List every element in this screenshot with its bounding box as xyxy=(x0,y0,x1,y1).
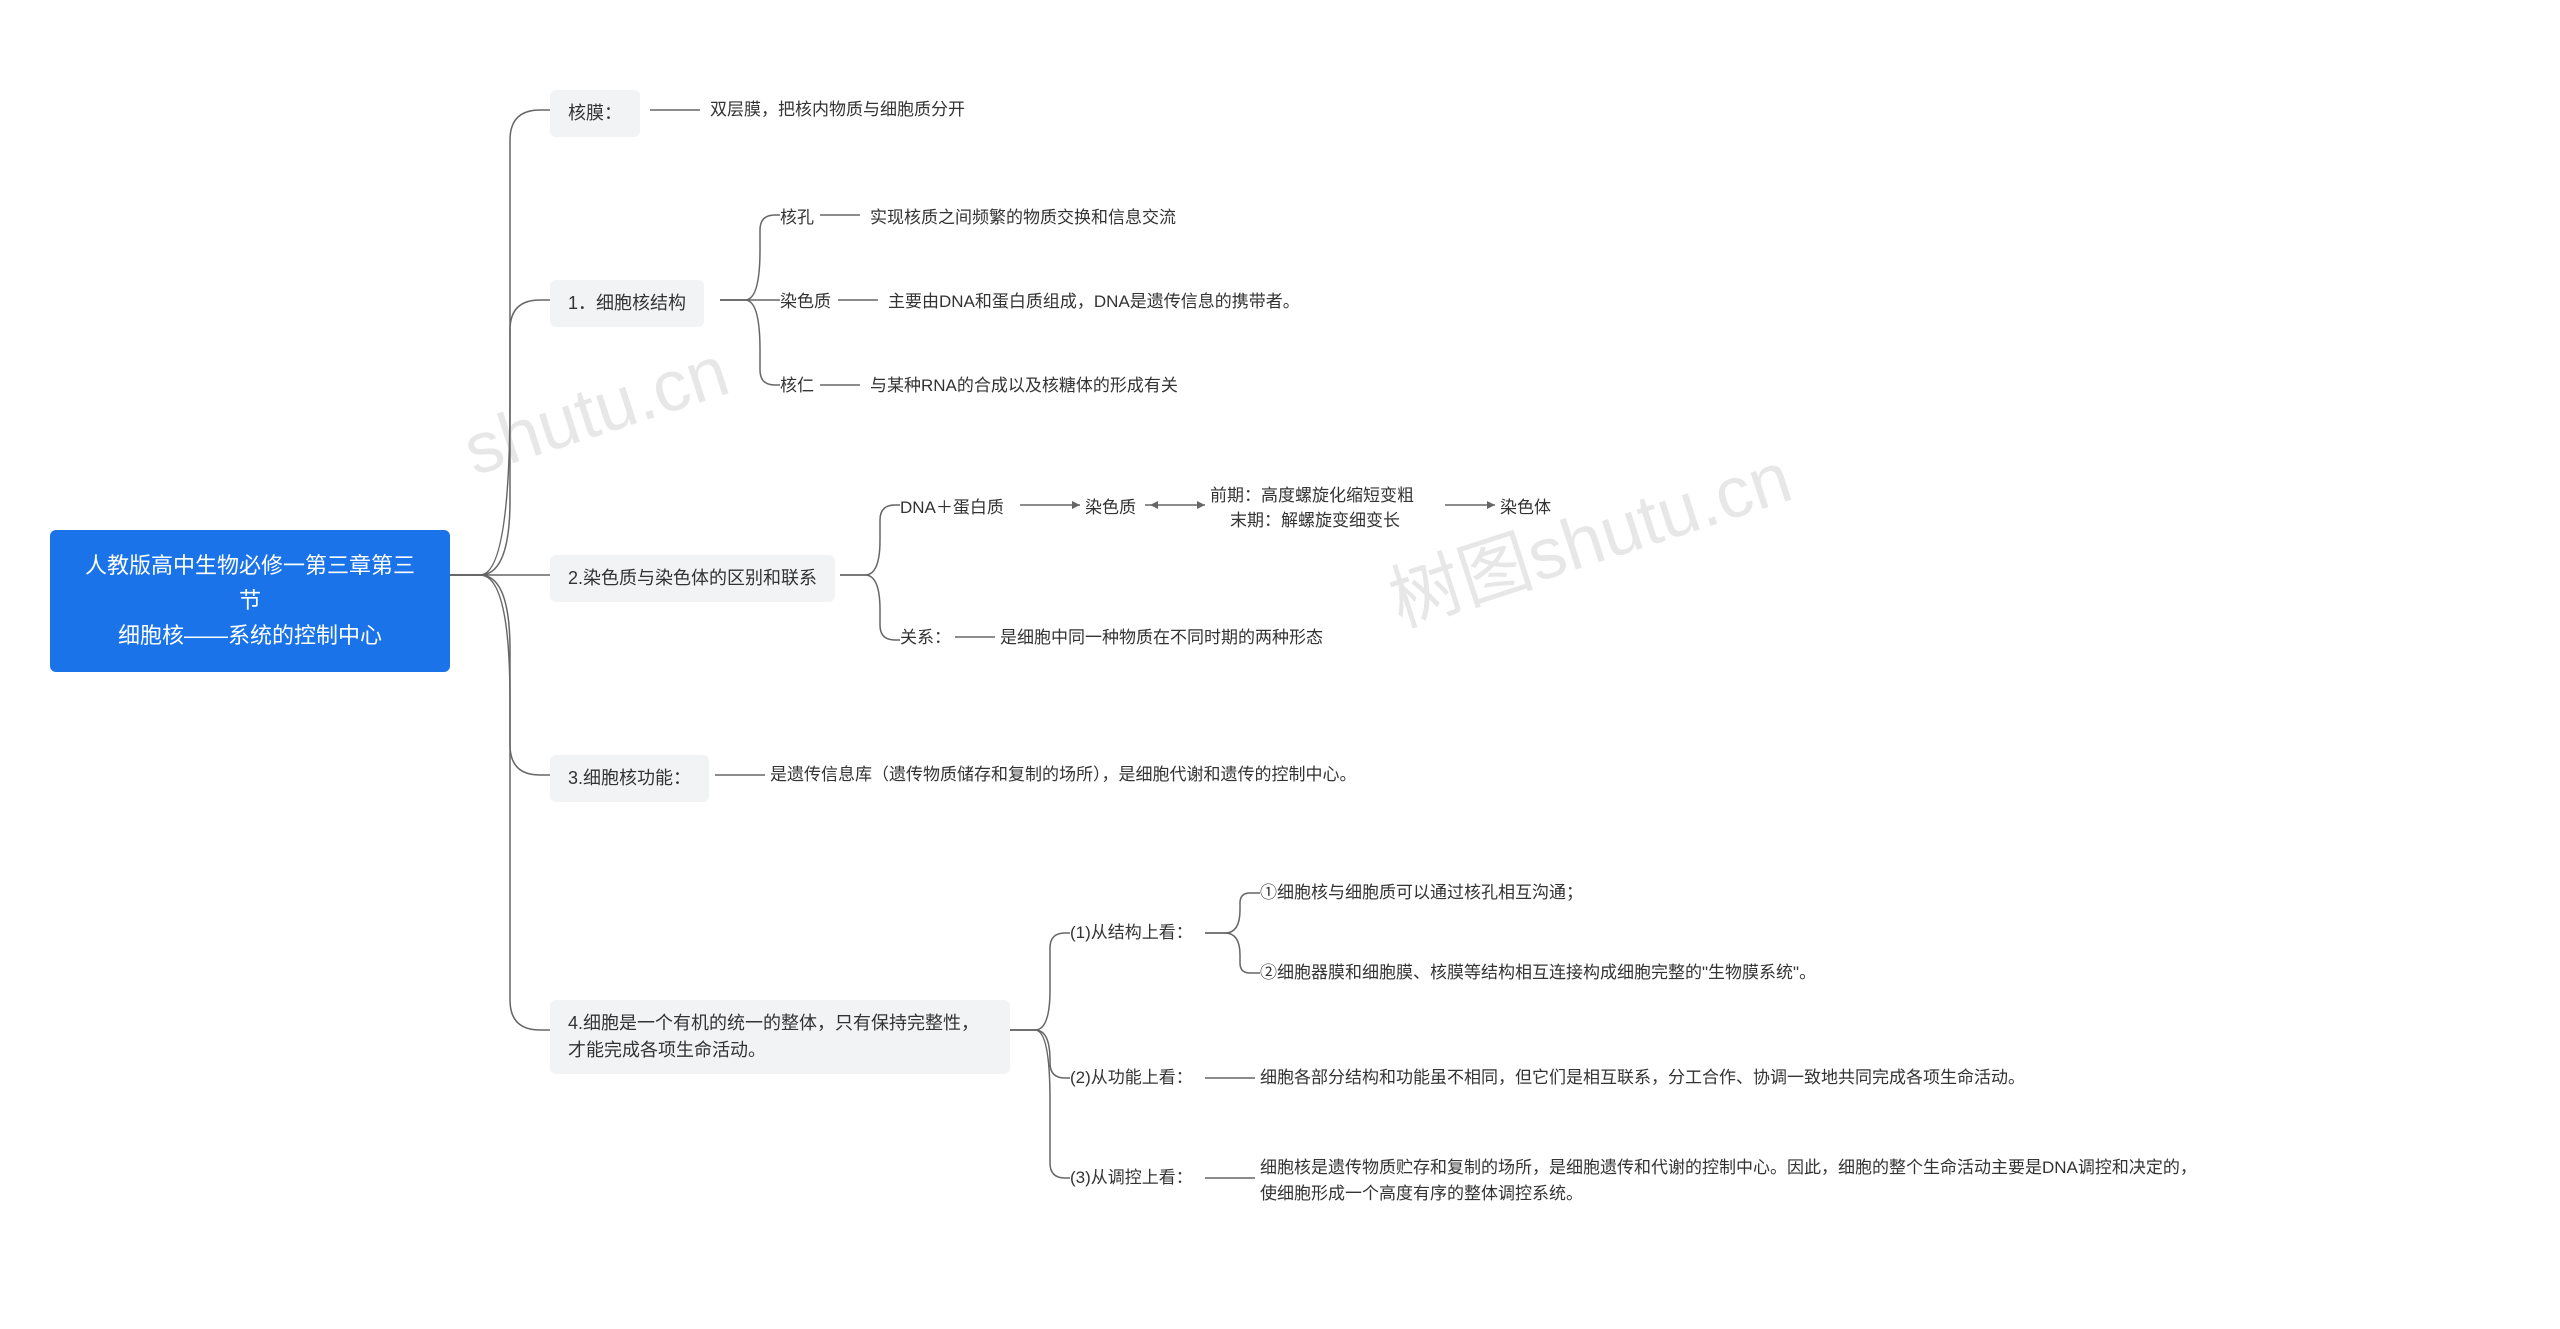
connector-root-b4 xyxy=(450,575,550,1030)
leaf-ransezhi-desc: 主要由DNA和蛋白质组成，DNA是遗传信息的携带者。 xyxy=(888,289,1300,315)
connector-b4-s0-d1 xyxy=(1205,893,1260,933)
leaf-struct-detail2: ②细胞器膜和细胞膜、核膜等结构相互连接构成细胞完整的"生物膜系统"。 xyxy=(1260,960,1816,986)
connector-b4-s2 xyxy=(1010,1030,1070,1178)
connector-b2-chain xyxy=(840,505,900,575)
branch-function: 3.细胞核功能： xyxy=(550,755,709,802)
connector-root-b3 xyxy=(450,575,550,775)
sub-heren: 核仁 xyxy=(780,373,814,399)
leaf-function-desc: 是遗传信息库（遗传物质储存和复制的场所），是细胞代谢和遗传的控制中心。 xyxy=(770,762,1357,788)
arrowhead-3 xyxy=(1487,501,1495,509)
watermark-2: 树图shutu.cn xyxy=(1374,418,1802,646)
leaf-control-desc: 细胞核是遗传物质贮存和复制的场所，是细胞遗传和代谢的控制中心。因此，细胞的整个生… xyxy=(1260,1155,2210,1206)
root-node: 人教版高中生物必修一第三章第三节 细胞核——系统的控制中心 xyxy=(50,530,450,672)
sub-hekong: 核孔 xyxy=(780,205,814,231)
leaf-func-desc: 细胞各部分结构和功能虽不相同，但它们是相互联系，分工合作、协调一致地共同完成各项… xyxy=(1260,1065,2025,1091)
leaf-hemo-desc: 双层膜，把核内物质与细胞质分开 xyxy=(710,97,965,123)
arrowhead-1 xyxy=(1072,501,1080,509)
connector-b4-s0-d2 xyxy=(1205,933,1260,973)
sub-func-view: (2)从功能上看： xyxy=(1070,1065,1193,1091)
leaf-heren-desc: 与某种RNA的合成以及核糖体的形成有关 xyxy=(870,373,1178,399)
root-line1: 人教版高中生物必修一第三章第三节 xyxy=(78,548,422,618)
branch-chromatin: 2.染色质与染色体的区别和联系 xyxy=(550,555,835,602)
branch-hemo: 核膜： xyxy=(550,90,640,137)
chain-chromatin: 染色质 xyxy=(1085,495,1136,521)
branch-structure: 1．细胞核结构 xyxy=(550,280,704,327)
connector-b1-s2 xyxy=(720,300,780,385)
chain-proc2: 末期：解螺旋变细变长 xyxy=(1230,508,1400,534)
chain-rel-label: 关系： xyxy=(900,625,951,651)
chain-dna: DNA＋蛋白质 xyxy=(900,495,1004,521)
sub-struct-view: (1)从结构上看： xyxy=(1070,920,1193,946)
root-line2: 细胞核——系统的控制中心 xyxy=(78,618,422,653)
sub-control-view: (3)从调控上看： xyxy=(1070,1165,1193,1191)
connector-b4-s1 xyxy=(1010,1030,1070,1078)
chain-rel-desc: 是细胞中同一种物质在不同时期的两种形态 xyxy=(1000,625,1323,651)
connector-root-b0 xyxy=(450,110,550,575)
connector-b2-rel xyxy=(840,575,900,640)
sub-ransezhi: 染色质 xyxy=(780,289,831,315)
arrowhead-2b xyxy=(1150,501,1158,509)
connector-b1-s0 xyxy=(720,215,780,300)
connector-b4-s0 xyxy=(1010,933,1070,1030)
leaf-struct-detail1: ①细胞核与细胞质可以通过核孔相互沟通； xyxy=(1260,880,1583,906)
chain-proc1: 前期：高度螺旋化缩短变粗 xyxy=(1210,483,1414,509)
arrowhead-2 xyxy=(1197,501,1205,509)
connector-root-b1 xyxy=(450,300,550,575)
watermark-1: shutu.cn xyxy=(454,330,738,492)
leaf-hekong-desc: 实现核质之间频繁的物质交换和信息交流 xyxy=(870,205,1176,231)
branch-organic: 4.细胞是一个有机的统一的整体，只有保持完整性，才能完成各项生命活动。 xyxy=(550,1000,1010,1074)
chain-chromosome: 染色体 xyxy=(1500,495,1551,521)
